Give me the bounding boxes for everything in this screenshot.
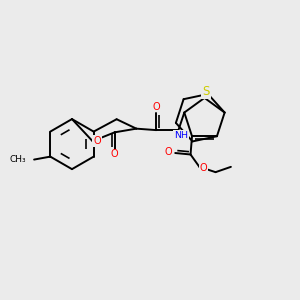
Text: NH: NH (174, 131, 188, 140)
Text: O: O (165, 146, 172, 157)
Text: S: S (202, 85, 210, 98)
Text: O: O (93, 136, 101, 146)
Text: CH₃: CH₃ (9, 155, 26, 164)
Text: O: O (200, 163, 208, 173)
Text: O: O (111, 149, 118, 159)
Text: O: O (153, 102, 160, 112)
